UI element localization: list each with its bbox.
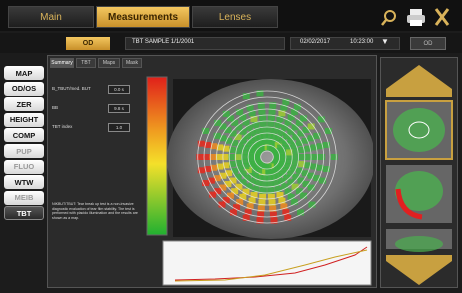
metric-label: B_TBUT/med. BUT <box>52 86 106 91</box>
exam-time: 10:23:00 <box>350 39 373 45</box>
sidebar-button[interactable]: ZER <box>4 97 44 111</box>
tbt-patch <box>223 111 230 117</box>
thumbnail[interactable] <box>386 229 452 252</box>
sidebar-button[interactable]: TBT <box>4 206 44 220</box>
eye-compare-button[interactable]: OD <box>410 37 446 50</box>
toolbar-icons <box>380 6 460 28</box>
tbt-patch <box>308 202 315 208</box>
tbt-chart <box>163 241 371 285</box>
sidebar-button[interactable]: OD/OS <box>4 82 44 96</box>
tbt-patch <box>219 202 226 208</box>
tbt-patch <box>300 193 307 199</box>
exam-date: 02/02/2017 <box>300 39 330 45</box>
sidebar-button[interactable]: HEIGHT <box>4 113 44 127</box>
print-icon[interactable] <box>407 9 425 26</box>
thumbnails <box>382 59 456 287</box>
eye-button[interactable]: OD <box>66 37 110 50</box>
subtab[interactable]: Summary <box>50 58 74 68</box>
note-text: NIKBUT/TBUT: Tear break up test is a non… <box>52 202 142 220</box>
close-icon[interactable] <box>436 9 448 25</box>
tbt-map <box>145 75 373 287</box>
scroll-down[interactable] <box>386 255 452 285</box>
metric-value: 0.0 s <box>108 85 130 94</box>
sidebar-button[interactable]: WTW <box>4 175 44 189</box>
subtab[interactable]: Mask <box>122 58 142 68</box>
thumbnail[interactable] <box>386 165 452 223</box>
sidebar-button[interactable]: MEIB <box>4 191 44 205</box>
metric-label: BB <box>52 105 106 110</box>
app-window: Main Measurements Lenses OD TBT SAMPLE 1… <box>0 0 462 293</box>
metric-value: 1.0 <box>108 123 130 132</box>
sidebar-button[interactable]: FLUO <box>4 160 44 174</box>
tab[interactable]: Lenses <box>192 6 278 28</box>
sidebar-button[interactable]: MAP <box>4 66 44 80</box>
patient-name: TBT SAMPLE 1/1/2001 <box>132 39 194 45</box>
search-icon[interactable] <box>382 11 395 25</box>
sidebar-button[interactable]: PUP <box>4 144 44 158</box>
thumbnail[interactable] <box>386 101 452 159</box>
subtab[interactable]: TBT <box>76 58 96 68</box>
color-scale <box>147 77 167 235</box>
metric-label: TBT index <box>52 124 106 129</box>
dropdown-arrow[interactable]: ▼ <box>381 37 389 46</box>
metric-value: 9.8 s <box>108 104 130 113</box>
tab[interactable]: Main <box>8 6 94 28</box>
sidebar-button[interactable]: COMP <box>4 128 44 142</box>
subtab[interactable]: Maps <box>98 58 120 68</box>
tbt-patch <box>300 115 307 121</box>
tab-active[interactable]: Measurements <box>96 6 190 28</box>
scroll-up[interactable] <box>386 65 452 97</box>
